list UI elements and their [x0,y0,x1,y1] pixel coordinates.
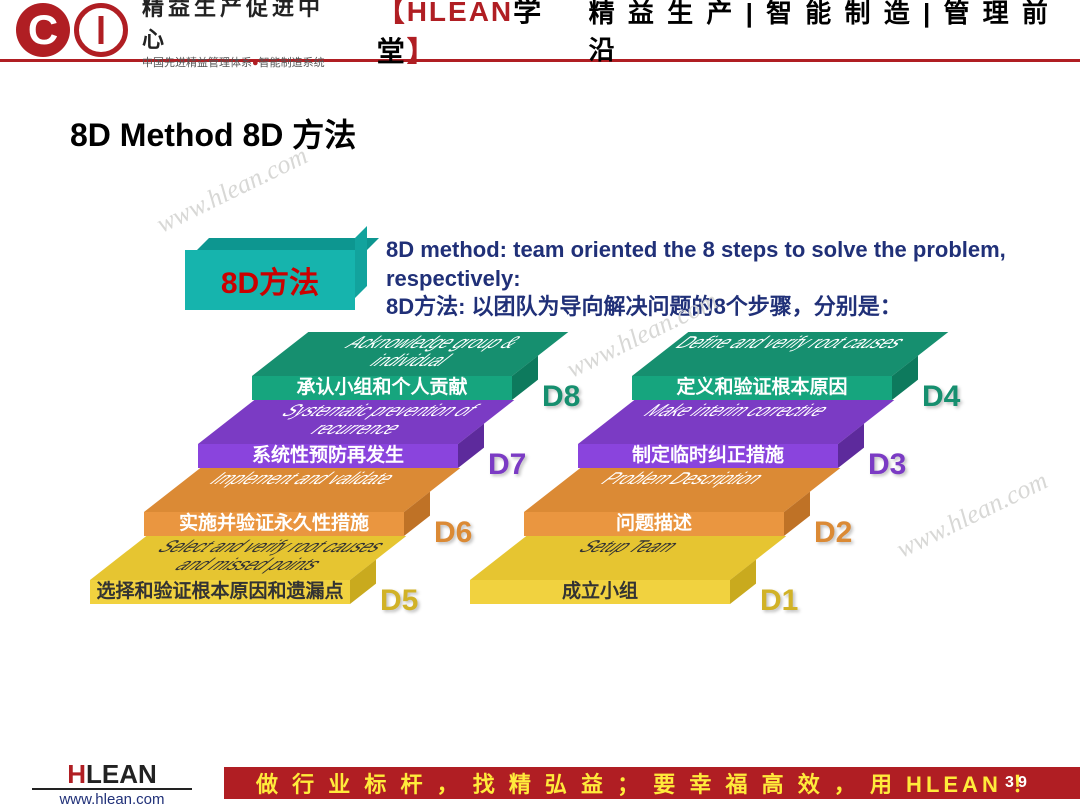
page-number: 39 [988,774,1048,792]
d-label-d6: D6 [434,516,472,550]
badge-8d: 8D方法 [185,250,355,310]
d-label-d1: D1 [760,584,798,618]
header: C 精益生产促进中心 中国先进精益管理体系●智能制造系统 【HLEAN学堂】 精… [0,0,1080,62]
d-label-d3: D3 [868,448,906,482]
d-label-d2: D2 [814,516,852,550]
footer: HLEAN www.hlean.com 做 行 业 标 杆 ， 找 精 弘 益 … [0,756,1080,810]
d-label-d8: D8 [542,380,580,414]
footer-slogan: 做 行 业 标 杆 ， 找 精 弘 益 ； 要 幸 福 高 效 ， 用 HLEA… [224,767,1080,799]
d-label-d5: D5 [380,584,418,618]
description: 8D method: team oriented the 8 steps to … [386,236,1006,322]
d-label-d7: D7 [488,448,526,482]
diagram-8d: Acknowledge group & individual承认小组和个人贡献D… [0,350,1080,710]
header-school: 【HLEAN学堂】 [377,0,589,70]
page-title: 8D Method 8D 方法 [70,110,356,156]
logo-text: 精益生产促进中心 中国先进精益管理体系●智能制造系统 [142,0,337,70]
d-label-d4: D4 [922,380,960,414]
logo-icon: C [16,3,128,57]
header-tagline: 精 益 生 产 | 智 能 制 造 | 管 理 前 沿 [589,0,1058,67]
